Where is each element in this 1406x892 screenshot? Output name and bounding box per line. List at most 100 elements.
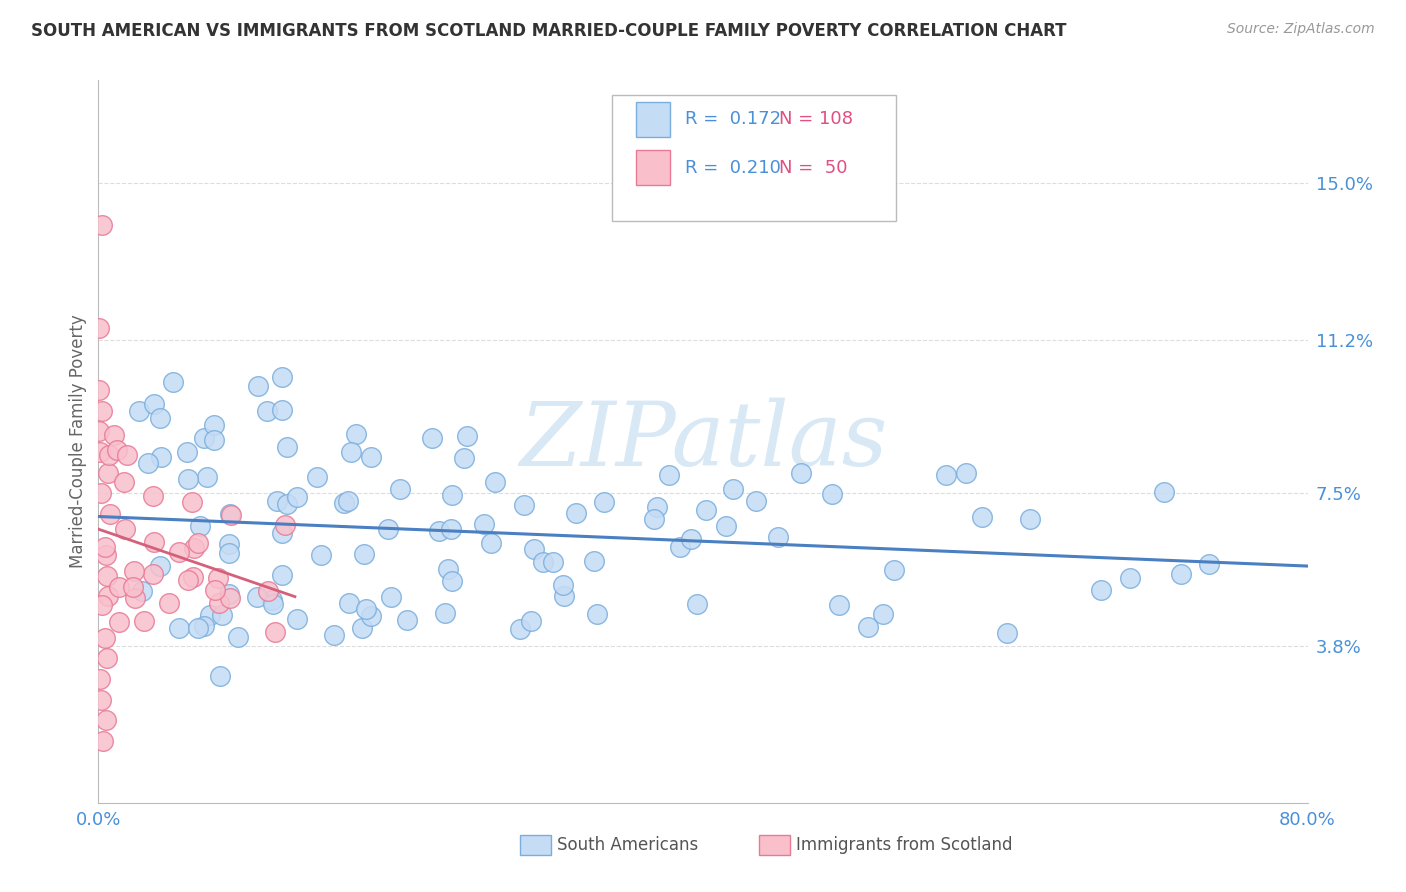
Point [218, 545, 240, 559]
FancyBboxPatch shape [613, 95, 897, 221]
Point [195, 470, 218, 484]
Point [94, 631, 117, 645]
Point [204, 583, 226, 598]
Point [177, 472, 200, 486]
Point [256, 403, 278, 417]
Point [91, 598, 114, 612]
Point [202, 433, 225, 447]
Point [479, 536, 502, 550]
Point [686, 597, 709, 611]
Point [553, 578, 575, 592]
Point [193, 619, 215, 633]
Point [995, 625, 1018, 640]
Point [307, 470, 329, 484]
Point [395, 613, 418, 627]
Point [98, 507, 121, 521]
Text: SOUTH AMERICAN VS IMMIGRANTS FROM SCOTLAND MARRIED-COUPLE FAMILY POVERTY CORRELA: SOUTH AMERICAN VS IMMIGRANTS FROM SCOTLA… [31, 22, 1066, 40]
Point [260, 593, 283, 607]
Point [333, 496, 356, 510]
Point [208, 596, 231, 610]
Point [218, 508, 240, 522]
Point [955, 466, 977, 480]
Point [658, 468, 681, 483]
Point [187, 621, 209, 635]
Point [472, 516, 495, 531]
Point [427, 524, 450, 538]
Point [89, 445, 111, 459]
Point [176, 445, 198, 459]
Point [219, 591, 242, 606]
Point [183, 570, 205, 584]
Point [270, 568, 292, 582]
Point [89, 672, 111, 686]
Point [270, 525, 292, 540]
Point [245, 590, 267, 604]
Point [388, 483, 411, 497]
Text: R =  0.210: R = 0.210 [685, 159, 780, 177]
Point [91, 403, 114, 417]
Point [108, 615, 131, 629]
Point [1153, 485, 1175, 500]
Point [87, 383, 110, 397]
Point [218, 537, 240, 551]
Point [96, 651, 118, 665]
Point [340, 444, 363, 458]
Point [183, 541, 205, 555]
Point [883, 563, 905, 577]
Point [149, 411, 172, 425]
Point [1118, 571, 1140, 585]
Point [1170, 566, 1192, 581]
Point [745, 494, 768, 508]
Point [94, 548, 117, 562]
Point [112, 475, 135, 490]
Point [356, 601, 378, 615]
Point [87, 321, 110, 335]
Point [484, 475, 506, 489]
Point [360, 450, 382, 464]
Point [266, 494, 288, 508]
Point [377, 522, 399, 536]
Point [150, 450, 173, 464]
Point [202, 418, 225, 433]
Point [350, 621, 373, 635]
Point [1019, 512, 1042, 526]
Point [872, 607, 894, 622]
Point [380, 591, 402, 605]
Bar [637, 102, 671, 136]
Point [346, 427, 368, 442]
Point [721, 483, 744, 497]
Point [935, 467, 957, 482]
Point [142, 566, 165, 581]
Point [768, 530, 790, 544]
Point [360, 608, 382, 623]
Point [200, 608, 222, 623]
Point [247, 379, 270, 393]
Point [520, 614, 543, 628]
Point [523, 541, 546, 556]
Point [337, 596, 360, 610]
Point [643, 512, 665, 526]
Point [207, 571, 229, 585]
Point [309, 549, 332, 563]
Text: Source: ZipAtlas.com: Source: ZipAtlas.com [1227, 22, 1375, 37]
Point [90, 692, 112, 706]
Point [263, 625, 285, 640]
Point [970, 510, 993, 524]
Point [94, 540, 117, 554]
Point [353, 548, 375, 562]
Point [124, 564, 146, 578]
Point [790, 466, 813, 480]
Point [582, 554, 605, 568]
Point [103, 428, 125, 442]
Text: N = 108: N = 108 [779, 111, 853, 128]
Point [262, 597, 284, 611]
Point [565, 506, 588, 520]
Point [121, 580, 143, 594]
Text: R =  0.172: R = 0.172 [685, 111, 780, 128]
Point [679, 533, 702, 547]
Point [91, 218, 114, 232]
Point [553, 590, 575, 604]
Point [97, 590, 120, 604]
Point [276, 441, 298, 455]
Point [271, 370, 294, 384]
